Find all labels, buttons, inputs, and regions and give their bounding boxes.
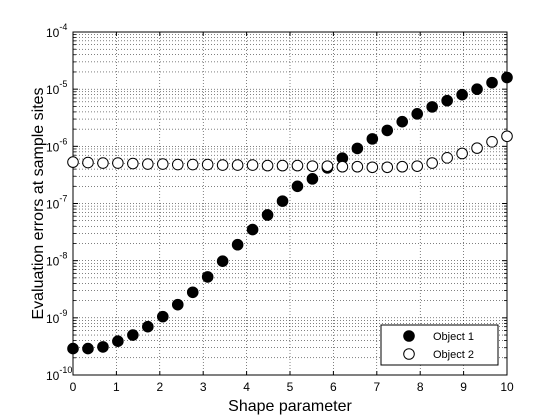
x-tick-label: 0 [70, 380, 77, 394]
object-2-marker [381, 161, 394, 174]
object-1-marker [97, 341, 109, 353]
legend-label-object-1: Object 1 [433, 331, 474, 343]
object-2-marker [501, 130, 513, 143]
object-2-marker [396, 160, 409, 173]
object-1-marker [306, 173, 319, 185]
object-1-marker [246, 223, 259, 236]
x-tick-label: 10 [500, 380, 514, 394]
object-2-marker [231, 159, 244, 171]
object-2-marker [127, 157, 139, 170]
object-2-marker [171, 158, 184, 171]
legend: Object 1 Object 2 [380, 324, 499, 366]
x-tick-label: 6 [330, 380, 337, 394]
x-tick-label: 5 [287, 380, 294, 394]
object-1-marker [186, 286, 199, 299]
object-1-marker [441, 94, 453, 107]
y-tick-label: 10-6 [46, 136, 67, 154]
object-2-marker [306, 160, 319, 172]
series-markers [67, 71, 513, 355]
object-2-marker [351, 160, 364, 173]
x-tick-label: 1 [113, 380, 120, 394]
object-1-marker [142, 320, 154, 333]
object-2-marker [216, 159, 229, 171]
object-2-marker [82, 156, 94, 169]
legend-label-object-2: Object 2 [433, 349, 474, 361]
object-1-marker [276, 195, 289, 207]
object-2-marker [471, 142, 483, 154]
legend-marker-object-2 [403, 348, 415, 360]
y-tick-labels: 10-10 10-9 10-8 10-7 10-6 10-5 10-4 [46, 22, 72, 383]
object-2-marker [456, 147, 468, 160]
object-1-marker [471, 83, 483, 95]
tick-marks [72, 31, 508, 376]
object-2-marker [336, 160, 349, 173]
object-1-marker [501, 71, 513, 84]
y-tick-label: 10-7 [46, 194, 67, 212]
x-tick-label: 9 [460, 380, 467, 394]
object-1-marker [231, 238, 244, 251]
object-2-marker [441, 152, 453, 164]
object-1-marker [291, 180, 304, 193]
object-2-marker [142, 158, 154, 170]
object-1-marker [201, 271, 214, 283]
x-axis-label: Shape parameter [228, 398, 352, 415]
y-tick-label: 10-9 [46, 308, 67, 326]
object-1-marker [426, 101, 438, 113]
object-1-marker [351, 142, 364, 155]
object-1-marker [456, 88, 468, 101]
object-2-marker [67, 156, 79, 168]
x-tick-label: 2 [156, 380, 163, 394]
x-tick-label: 7 [373, 380, 380, 394]
object-2-marker [246, 159, 259, 171]
object-1-marker [156, 310, 169, 323]
object-1-marker [396, 115, 409, 128]
x-tick-label: 3 [200, 380, 207, 394]
legend-marker-object-1 [403, 330, 415, 342]
object-2-marker [261, 159, 274, 172]
object-2-marker [411, 160, 424, 172]
object-1-marker [411, 108, 424, 120]
object-2-marker [366, 161, 379, 174]
object-2-marker [486, 136, 498, 148]
object-1-marker [127, 329, 139, 341]
y-tick-label: 10-10 [46, 365, 72, 383]
object-1-marker [261, 209, 274, 221]
object-2-marker [201, 158, 214, 171]
object-2-marker [156, 158, 169, 170]
object-1-marker [381, 124, 394, 137]
legend-box [380, 324, 499, 366]
object-2-marker [291, 159, 304, 172]
object-2-marker [276, 159, 289, 172]
object-2-marker [426, 157, 438, 169]
y-tick-label: 10-4 [46, 22, 67, 40]
object-1-marker [171, 298, 184, 311]
object-1-marker [82, 342, 94, 355]
y-axis-label: Evaluation errors at sample sites [30, 87, 47, 319]
object-2-marker [186, 158, 199, 171]
object-1-marker [366, 133, 379, 145]
object-1-marker [486, 76, 498, 89]
x-tick-label: 4 [243, 380, 250, 394]
object-1-marker [112, 335, 124, 348]
y-tick-label: 10-5 [46, 79, 67, 97]
x-tick-labels: 0 1 2 3 4 5 6 7 8 9 10 [70, 380, 514, 394]
object-1-marker [216, 255, 229, 267]
x-tick-label: 8 [417, 380, 424, 394]
object-2-marker [97, 157, 109, 169]
object-2-marker [321, 160, 334, 172]
object-2-marker [112, 157, 124, 169]
y-tick-label: 10-8 [46, 251, 67, 269]
object-1-marker [67, 342, 79, 355]
